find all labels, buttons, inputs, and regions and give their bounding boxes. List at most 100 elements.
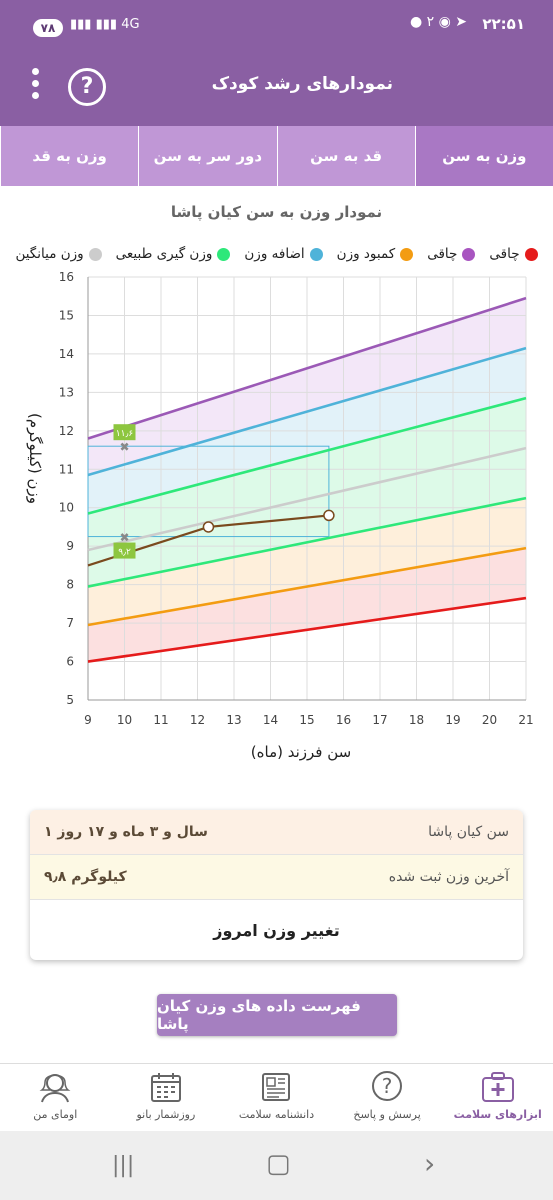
app-bar: ? نمودارهای رشد کودک	[0, 46, 553, 126]
recent-apps-button[interactable]: |||	[112, 1153, 135, 1178]
age-value: ۱ سال و ۳ ماه و ۱۷ روز	[44, 824, 208, 840]
y-tick-label: 15	[59, 308, 74, 322]
network-type: 4G	[121, 17, 140, 32]
y-tick-label: 14	[59, 347, 74, 361]
marker-label: ۱۱٫۶	[116, 429, 134, 439]
percentile-line-2	[87, 496, 527, 588]
tab-weight-for-height[interactable]: وزن به قد	[0, 126, 138, 186]
health-kit-icon	[481, 1072, 514, 1102]
legend-dot	[462, 247, 476, 261]
nav-label: دانشنامه سلامت	[238, 1108, 315, 1121]
y-tick-label: 9	[66, 539, 74, 553]
x-tick-label: 9	[84, 713, 92, 727]
nav-profile[interactable]: اومای من	[5, 1064, 105, 1132]
legend-item-average: وزن میانگین	[15, 246, 102, 262]
legend-dot	[309, 247, 323, 261]
home-button[interactable]: ▢	[266, 1149, 291, 1179]
marker-label-box	[113, 424, 136, 441]
marker-cross: ✖	[119, 440, 129, 454]
percentile-line-1	[87, 546, 527, 627]
percentile-line-4	[87, 396, 527, 515]
legend-dot	[217, 247, 231, 261]
marker-label: ۹٫۲	[118, 548, 131, 558]
change-weight-button[interactable]: تغییر وزن امروز	[213, 920, 340, 940]
question-icon: ?	[372, 1071, 403, 1101]
x-tick-label: 20	[482, 713, 497, 727]
child-weight-point	[202, 521, 215, 533]
legend-item-obese: چاقی	[427, 246, 476, 262]
newspaper-icon	[262, 1073, 291, 1101]
legend-item-normal: وزن گیری طبیعی	[116, 246, 231, 262]
chart-tabs: وزن به سن قد به سن دور سر به سن وزن به ق…	[0, 126, 553, 186]
legend-dot	[524, 247, 538, 261]
x-tick-label: 12	[190, 713, 205, 727]
x-tick-label: 13	[226, 713, 241, 727]
clock: ۲۲:۵۱	[482, 15, 525, 33]
x-tick-label: 14	[263, 713, 278, 727]
percentile-line-0	[87, 596, 527, 663]
back-button[interactable]: ›	[424, 1147, 436, 1180]
more-menu-icon[interactable]	[26, 68, 44, 104]
signal-icon: ▮▮▮ ▮▮▮ 4G	[70, 17, 140, 32]
weight-row: آخرین وزن ثبت شده ۹٫۸ کیلوگرم	[30, 855, 523, 900]
svg-text:?: ?	[382, 1074, 393, 1098]
nav-calendar[interactable]: روزشمار بانو	[116, 1064, 216, 1132]
legend-item-underweight-severe: چاقی	[489, 246, 538, 262]
weight-label: آخرین وزن ثبت شده	[388, 869, 509, 885]
calendar-icon	[150, 1073, 181, 1102]
nav-questions[interactable]: ? پرسش و پاسخ	[337, 1064, 437, 1132]
nav-health-tools[interactable]: ابزارهای سلامت	[448, 1064, 548, 1132]
legend-item-overweight: اضافه وزن	[244, 246, 323, 262]
bottom-navigation: ابزارهای سلامت ? پرسش و پاسخ دانشنامه سل…	[0, 1063, 553, 1132]
y-tick-label: 6	[66, 655, 74, 669]
nav-encyclopedia[interactable]: دانشنامه سلامت	[226, 1064, 326, 1132]
nav-label: ابزارهای سلامت	[453, 1108, 542, 1121]
tab-height-for-age[interactable]: قد به سن	[276, 126, 415, 186]
page-title: نمودارهای رشد کودک	[211, 74, 393, 94]
marker-label-box	[113, 542, 136, 559]
notification-icons: ● ۲ ◉ ➤	[409, 14, 467, 30]
y-tick-label: 8	[66, 578, 74, 592]
chart-title: نمودار وزن به سن کیان پاشا	[170, 203, 383, 221]
x-tick-label: 21	[518, 713, 533, 727]
percentile-line-6	[87, 296, 527, 440]
x-tick-label: 17	[372, 713, 387, 727]
x-tick-label: 16	[336, 713, 351, 727]
legend-item-underweight: کمبود وزن	[337, 246, 414, 262]
tab-weight-for-age[interactable]: وزن به سن	[414, 126, 553, 186]
x-tick-label: 15	[299, 713, 314, 727]
weight-for-age-chart: 9 10 11 12 13 14 15 16 17 18 19 20 21 5 6 7 8 9 10 11 12 13 14…	[26, 270, 534, 761]
y-tick-label: 11	[59, 462, 74, 476]
child-weight-point	[323, 509, 335, 522]
y-tick-label: 13	[59, 385, 74, 399]
age-row: سن کیان پاشا ۱ سال و ۳ ماه و ۱۷ روز	[30, 810, 523, 855]
nav-label: روزشمار بانو	[136, 1108, 196, 1121]
help-icon[interactable]: ?	[68, 68, 106, 106]
nav-label: اومای من	[33, 1108, 78, 1121]
notification-count: ۲	[426, 14, 435, 30]
system-navigation: ||| ▢ ›	[0, 1131, 553, 1200]
profile-icon	[39, 1074, 71, 1103]
y-tick-label: 10	[59, 501, 74, 515]
reference-box	[87, 445, 330, 538]
x-tick-label: 10	[117, 713, 132, 727]
y-tick-label: 5	[66, 693, 74, 707]
chart-legend: چاقی چاقی کمبود وزن اضافه وزن وزن گیری ط…	[0, 246, 553, 262]
x-tick-label: 18	[409, 713, 424, 727]
weight-value: ۹٫۸ کیلوگرم	[44, 869, 127, 885]
y-tick-label: 12	[59, 424, 74, 438]
legend-dot	[88, 247, 102, 261]
tab-head-circumference[interactable]: دور سر به سن	[138, 126, 276, 186]
y-axis-title: وزن (کیلوگرم)	[26, 413, 44, 504]
x-tick-label: 19	[445, 713, 460, 727]
info-card: سن کیان پاشا ۱ سال و ۳ ماه و ۱۷ روز آخری…	[30, 810, 523, 960]
status-bar: ۷۸ ▮▮▮ ▮▮▮ 4G ● ۲ ◉ ➤ ۲۲:۵۱	[0, 0, 553, 46]
age-label: سن کیان پاشا	[428, 824, 509, 840]
marker-cross: ✖	[119, 531, 129, 545]
nav-label: پرسش و پاسخ	[353, 1108, 421, 1121]
battery-indicator: ۷۸	[33, 19, 63, 37]
x-tick-label: 11	[153, 713, 168, 727]
legend-dot	[400, 247, 414, 261]
y-tick-label: 16	[59, 270, 74, 284]
weight-data-list-button[interactable]: فهرست داده های وزن کیان پاشا	[157, 994, 397, 1036]
